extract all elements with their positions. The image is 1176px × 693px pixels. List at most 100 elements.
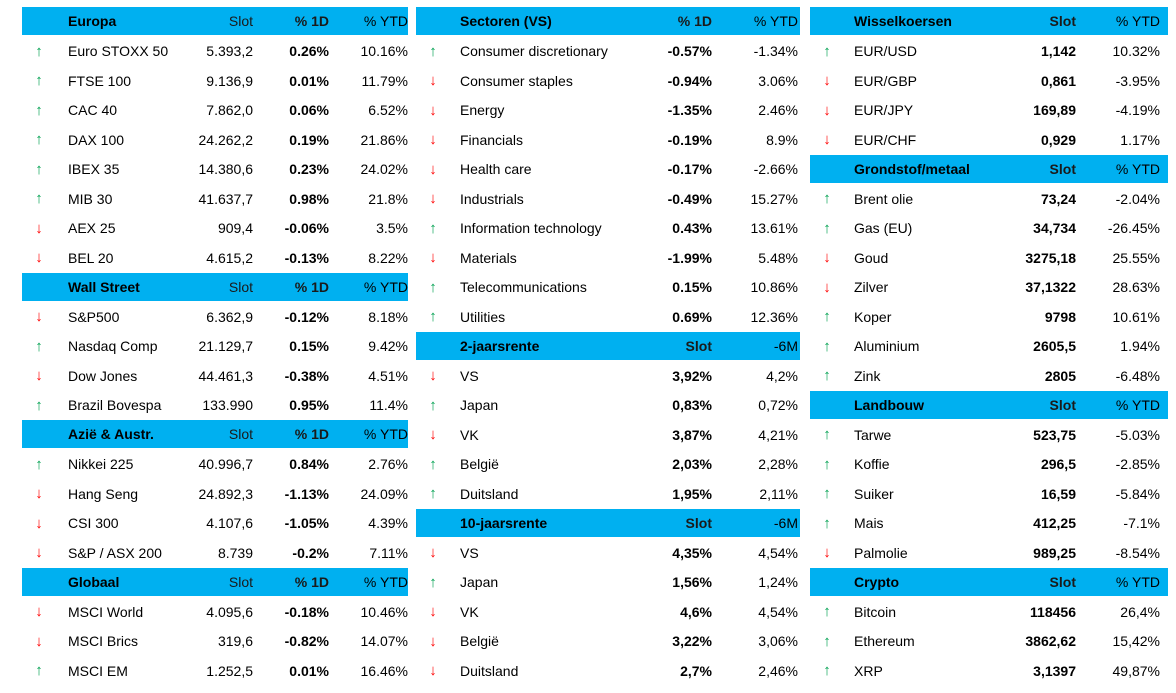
value-slot: 4,6% — [680, 603, 712, 620]
instrument-name: IBEX 35 — [68, 161, 120, 177]
value-change-1d: 0.84% — [289, 456, 329, 472]
instrument-name: VS — [460, 544, 479, 561]
arrow-up-icon: ↑ — [35, 101, 43, 119]
section-title: Sectoren (VS) — [460, 13, 552, 29]
table-row: ↓ Health care -0.17% -2.66% — [416, 155, 800, 184]
instrument-name: Koffie — [854, 456, 890, 472]
value-secondary: -5.84% — [1115, 485, 1160, 502]
table-row: ↑ IBEX 35 14.380,6 0.23% 24.02% — [22, 155, 408, 184]
arrow-up-icon: ↑ — [823, 455, 831, 473]
value-secondary: 8.18% — [368, 308, 408, 325]
value-slot: 1,56% — [672, 574, 712, 590]
table-row: ↓ Energy -1.35% 2.46% — [416, 96, 800, 125]
value-secondary: 7.11% — [369, 544, 408, 561]
value-secondary: 2,11% — [759, 485, 798, 502]
arrow-down-icon: ↓ — [35, 485, 43, 502]
column-header: Slot — [228, 426, 253, 442]
table-row: ↑ Bitcoin 118456 26,4% — [810, 597, 1168, 626]
instrument-name: Palmolie — [854, 544, 908, 561]
value-secondary: 3.5% — [376, 220, 408, 236]
value-slot: 41.637,7 — [198, 190, 254, 207]
table-row: ↓ Materials -1.99% 5.48% — [416, 243, 800, 272]
instrument-name: Aluminium — [854, 338, 920, 354]
value-secondary: 1.94% — [1120, 338, 1160, 354]
section-header-2-jaarsrente: 2-jaarsrente Slot -6M — [416, 331, 800, 360]
instrument-name: EUR/CHF — [854, 131, 917, 148]
arrow-up-icon: ↑ — [35, 337, 43, 355]
value-change-1d: -1.35% — [667, 102, 712, 118]
value-secondary: 0,72% — [758, 397, 798, 413]
arrow-down-icon: ↓ — [35, 632, 43, 650]
value-secondary: 6.52% — [368, 102, 408, 118]
value-secondary: 2.46% — [758, 102, 798, 118]
arrow-up-icon: ↑ — [35, 190, 43, 207]
value-secondary: -7.1% — [1123, 515, 1160, 531]
arrow-down-icon: ↓ — [429, 367, 437, 384]
value-secondary: 4,54% — [758, 544, 798, 561]
table-row: ↓ MSCI Brics 319,6 -0.82% 14.07% — [22, 627, 408, 656]
instrument-name: Consumer discretionary — [460, 43, 608, 59]
value-secondary: 2,46% — [758, 662, 798, 679]
arrow-down-icon: ↓ — [35, 367, 43, 384]
table-row: ↓ VK 3,87% 4,21% — [416, 420, 800, 449]
value-slot: 909,4 — [217, 220, 253, 236]
value-slot: 8.739 — [217, 544, 253, 561]
value-slot: 989,25 — [1033, 544, 1076, 561]
instrument-name: Goud — [854, 249, 889, 266]
section-title: 2-jaarsrente — [460, 337, 540, 354]
value-slot: 4.095,6 — [206, 603, 253, 620]
value-secondary: -26.45% — [1107, 220, 1160, 236]
instrument-name: Tarwe — [854, 426, 892, 443]
table-row: ↑ XRP 3,1397 49,87% — [810, 656, 1168, 685]
column-header: Slot — [1049, 396, 1076, 413]
column-header: % YTD — [1115, 13, 1160, 29]
instrument-name: Nasdaq Comp — [68, 338, 158, 354]
arrow-down-icon: ↓ — [429, 603, 437, 620]
arrow-up-icon: ↑ — [35, 131, 43, 148]
column-header: % 1D — [294, 278, 329, 295]
table-row: ↑ Japan 0,83% 0,72% — [416, 391, 800, 420]
instrument-name: Mais — [854, 515, 884, 531]
value-slot: 0,861 — [1040, 72, 1076, 89]
instrument-name: XRP — [854, 662, 883, 679]
value-secondary: 21.86% — [360, 131, 408, 148]
value-slot: 21.129,7 — [198, 338, 254, 354]
value-slot: 412,25 — [1033, 515, 1076, 531]
value-slot: 3,1397 — [1033, 662, 1076, 679]
arrow-up-icon: ↑ — [823, 426, 831, 443]
value-slot: 4.107,6 — [206, 515, 253, 531]
table-row: ↓ Zilver 37,1322 28.63% — [810, 273, 1168, 302]
value-secondary: 10.61% — [1112, 308, 1160, 325]
instrument-name: VK — [460, 603, 479, 620]
table-row: ↓ AEX 25 909,4 -0.06% 3.5% — [22, 214, 408, 243]
value-slot: 2805 — [1044, 367, 1076, 384]
instrument-name: CSI 300 — [68, 515, 119, 531]
value-secondary: -2.85% — [1115, 456, 1160, 472]
instrument-name: FTSE 100 — [68, 72, 132, 89]
value-change-1d: 0.23% — [289, 161, 329, 177]
value-secondary: -6.48% — [1115, 367, 1160, 384]
instrument-name: MSCI World — [68, 603, 144, 620]
table-row: ↑ Ethereum 3862,62 15,42% — [810, 627, 1168, 656]
value-secondary: 16.46% — [360, 662, 408, 679]
arrow-down-icon: ↓ — [429, 131, 437, 148]
instrument-name: Zink — [854, 367, 881, 384]
value-slot: 2605,5 — [1033, 338, 1076, 354]
value-change-1d: 0.01% — [289, 72, 329, 89]
table-row: ↓ CSI 300 4.107,6 -1.05% 4.39% — [22, 509, 408, 538]
value-secondary: -2.66% — [753, 161, 798, 177]
table-row: ↑ Telecommunications 0.15% 10.86% — [416, 273, 800, 302]
section-header-crypto: Crypto Slot % YTD — [810, 567, 1168, 596]
instrument-name: S&P / ASX 200 — [68, 544, 162, 561]
value-slot: 3,87% — [672, 426, 712, 443]
value-slot: 169,89 — [1033, 102, 1076, 118]
section-title: Wall Street — [68, 278, 140, 295]
table-row: ↓ EUR/JPY 169,89 -4.19% — [810, 96, 1168, 125]
value-secondary: -4.19% — [1115, 102, 1160, 118]
instrument-name: Brazil Bovespa — [68, 397, 162, 413]
column-header: % YTD — [363, 426, 408, 442]
arrow-down-icon: ↓ — [429, 160, 437, 178]
section-title: Wisselkoersen — [854, 13, 952, 29]
column-header: Slot — [1049, 13, 1076, 29]
value-slot: 319,6 — [217, 633, 253, 649]
